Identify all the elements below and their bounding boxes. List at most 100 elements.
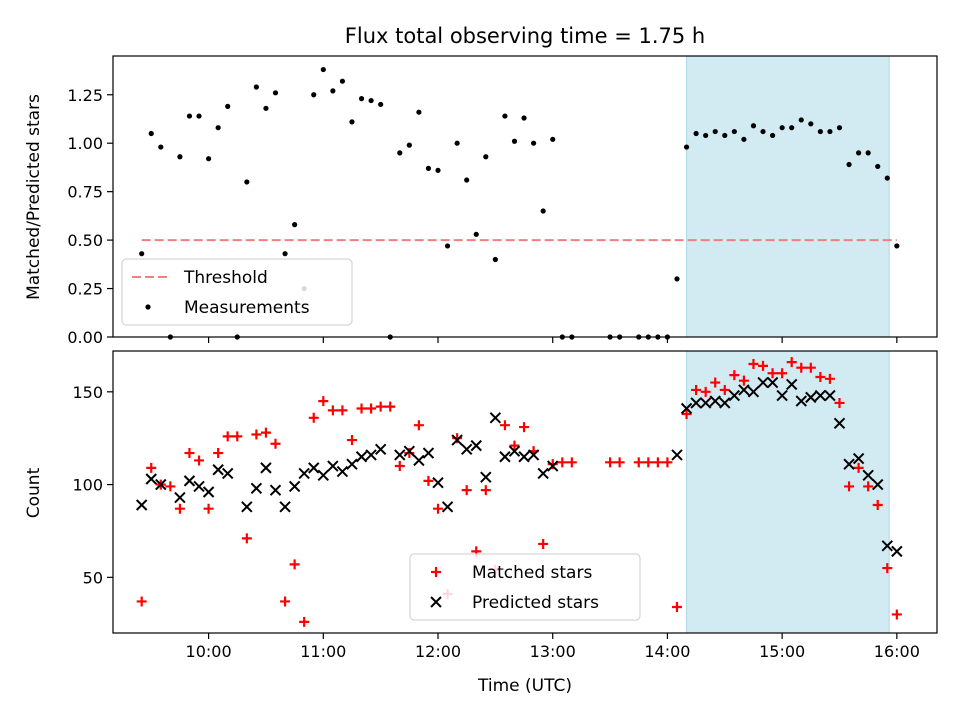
measurement-point bbox=[205, 156, 212, 162]
predicted-star-point bbox=[403, 445, 416, 457]
bottom-y-tick-label: 100 bbox=[72, 476, 103, 495]
measurement-point bbox=[521, 115, 527, 121]
predicted-star-point bbox=[690, 397, 702, 409]
measurement-point bbox=[358, 96, 365, 102]
matched-star-point bbox=[270, 438, 281, 449]
matched-star-point bbox=[289, 559, 300, 570]
predicted-star-point bbox=[547, 460, 559, 472]
predicted-star-point bbox=[852, 452, 865, 465]
bottom-x-tick-label: 12:00 bbox=[415, 642, 461, 661]
measurement-point bbox=[311, 92, 317, 98]
chart-title: Flux total observing time = 1.75 h bbox=[345, 24, 705, 48]
predicted-star-point bbox=[279, 501, 291, 513]
predicted-star-point bbox=[776, 389, 788, 402]
measurement-point bbox=[875, 163, 881, 170]
matched-star-point bbox=[786, 357, 797, 368]
measurement-point bbox=[425, 165, 432, 171]
predicted-star-point bbox=[833, 417, 846, 430]
predicted-star-point bbox=[785, 378, 798, 391]
measurement-point bbox=[846, 161, 852, 168]
measurement-point bbox=[674, 276, 680, 282]
measurement-point bbox=[798, 117, 804, 123]
predicted-star-point bbox=[470, 439, 482, 452]
measurement-point bbox=[894, 243, 900, 249]
measurement-point bbox=[836, 125, 843, 131]
predicted-star-point bbox=[862, 469, 874, 482]
predicted-star-point bbox=[738, 384, 750, 396]
measurement-point bbox=[827, 128, 833, 135]
measurement-point bbox=[511, 138, 518, 144]
top-y-tick-label: 1.00 bbox=[67, 134, 103, 153]
matched-star-point bbox=[767, 368, 778, 379]
matched-star-point bbox=[671, 602, 682, 613]
matched-star-point bbox=[796, 362, 807, 373]
predicted-star-point bbox=[288, 480, 301, 493]
predicted-star-point bbox=[441, 501, 454, 513]
bottom-x-tick-label: 16:00 bbox=[874, 642, 920, 661]
measurement-point bbox=[502, 113, 508, 119]
measurement-point bbox=[741, 136, 747, 142]
measurement-point bbox=[540, 208, 546, 214]
matched-star-point bbox=[433, 503, 444, 514]
predicted-star-point bbox=[346, 458, 358, 470]
measurement-point bbox=[884, 175, 890, 181]
predicted-star-point bbox=[250, 482, 263, 494]
measurement-point bbox=[158, 144, 164, 150]
legend-measurement-swatch bbox=[145, 304, 151, 310]
predicted-star-point bbox=[241, 501, 253, 513]
predicted-star-point bbox=[202, 486, 215, 498]
matched-star-point bbox=[844, 481, 855, 492]
top-axes-frame bbox=[112, 55, 938, 338]
predicted-star-point bbox=[747, 386, 760, 398]
predicted-star-point bbox=[527, 449, 540, 461]
bottom-legend-box bbox=[409, 553, 641, 621]
matched-star-point bbox=[385, 401, 396, 412]
predicted-star-point bbox=[183, 475, 196, 487]
measurement-point bbox=[215, 125, 221, 131]
bottom-x-tick-label: 14:00 bbox=[644, 642, 690, 661]
measurement-point bbox=[483, 154, 489, 160]
matched-star-point bbox=[308, 412, 319, 423]
measurement-point bbox=[817, 128, 823, 135]
predicted-star-point bbox=[174, 491, 186, 504]
predicted-star-point bbox=[317, 469, 330, 482]
bottom-legend: Matched stars Predicted stars bbox=[409, 553, 641, 621]
measurement-point bbox=[330, 88, 336, 94]
top-y-tick-label: 0.25 bbox=[67, 280, 103, 299]
measurement-point bbox=[253, 84, 259, 90]
measurement-point bbox=[808, 121, 814, 127]
measurement-point bbox=[712, 128, 718, 135]
predicted-star-point bbox=[145, 473, 157, 485]
matched-star-point bbox=[710, 377, 721, 388]
matched-star-point bbox=[232, 431, 243, 442]
predicted-star-point bbox=[355, 451, 368, 463]
predicted-star-point bbox=[298, 467, 310, 480]
matched-star-point bbox=[633, 457, 644, 468]
measurement-point bbox=[492, 256, 498, 263]
measurement-point bbox=[397, 150, 403, 156]
matched-star-point bbox=[327, 405, 338, 416]
matched-star-point bbox=[566, 457, 577, 468]
matched-star-point bbox=[222, 431, 233, 442]
matched-star-point bbox=[337, 405, 348, 416]
legend-entry-label: Measurements bbox=[184, 298, 310, 318]
measurement-point bbox=[703, 132, 709, 139]
measurement-point bbox=[320, 66, 326, 73]
predicted-star-point bbox=[719, 397, 731, 409]
top-y-tick-label: 0.00 bbox=[67, 328, 103, 347]
predicted-star-point bbox=[843, 458, 855, 470]
measurement-point bbox=[177, 154, 183, 160]
predicted-star-point bbox=[222, 467, 234, 480]
measurement-point bbox=[186, 113, 193, 119]
matched-star-point bbox=[366, 403, 377, 414]
matched-star-point bbox=[356, 403, 367, 414]
measurement-point bbox=[196, 113, 202, 119]
predicted-star-point bbox=[891, 545, 903, 558]
bottom-y-axis-label: Count bbox=[24, 467, 44, 518]
predicted-star-point bbox=[394, 449, 406, 461]
predicted-star-point bbox=[680, 402, 693, 415]
measurement-point bbox=[368, 97, 374, 104]
matched-star-point bbox=[748, 358, 759, 369]
matched-star-point bbox=[605, 457, 616, 468]
predicted-star-point bbox=[155, 478, 167, 491]
